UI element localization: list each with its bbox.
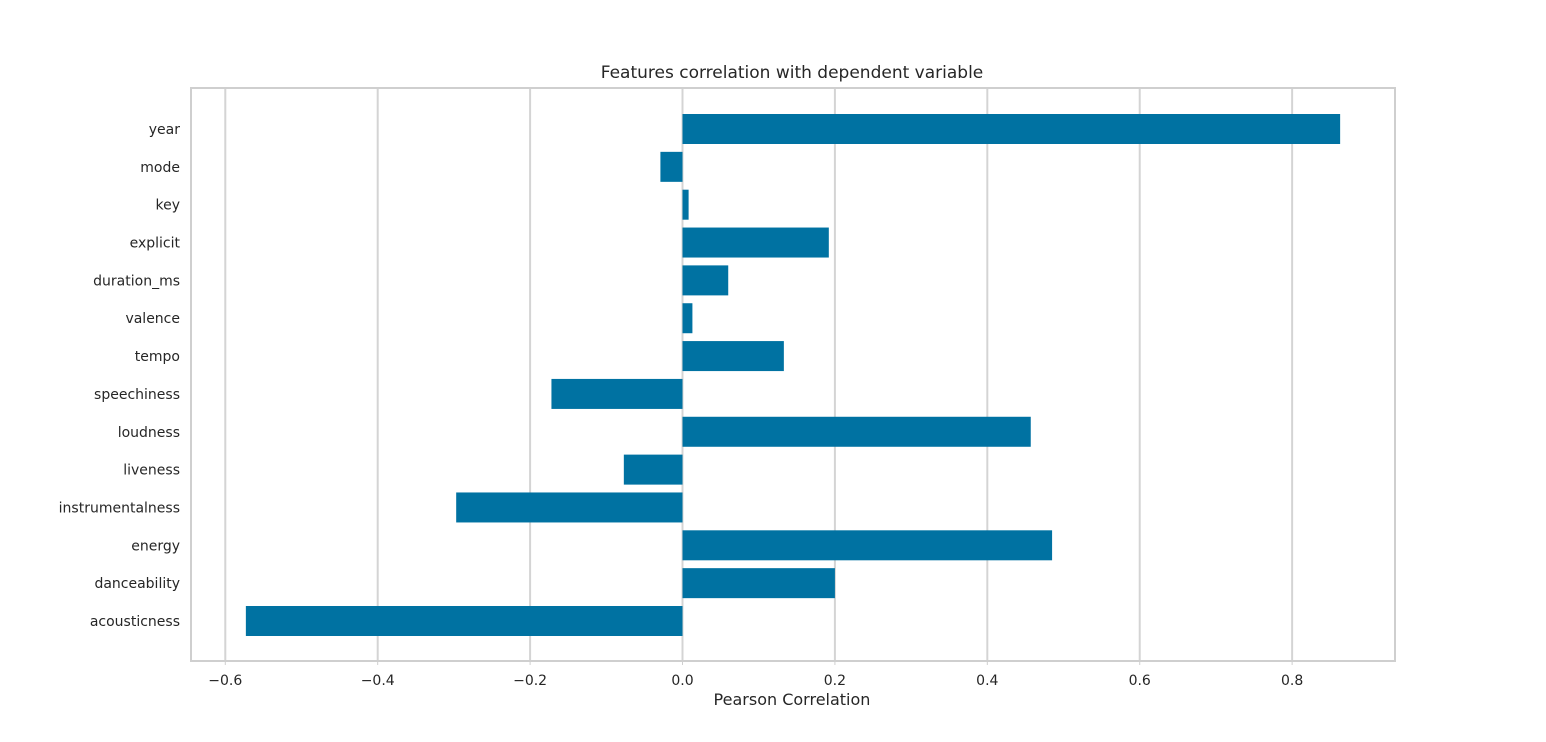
bar-tempo bbox=[682, 341, 784, 372]
y-tick-label: liveness bbox=[123, 463, 180, 479]
y-tick-label: acousticness bbox=[90, 614, 180, 630]
x-tick-label: −0.4 bbox=[361, 673, 395, 689]
x-axis-label: Pearson Correlation bbox=[714, 690, 871, 709]
x-tick-label: 0.2 bbox=[824, 673, 846, 689]
y-tick-label: tempo bbox=[135, 349, 180, 365]
x-tick-label: 0.0 bbox=[671, 673, 693, 689]
y-tick-label: speechiness bbox=[94, 387, 180, 403]
y-tick-label: key bbox=[155, 198, 180, 214]
bar-speechiness bbox=[551, 378, 683, 409]
y-tick-label: instrumentalness bbox=[59, 500, 180, 516]
y-tick-label: danceability bbox=[94, 576, 180, 592]
bar-liveness bbox=[623, 454, 683, 485]
y-tick-label: mode bbox=[140, 160, 180, 176]
bar-valence bbox=[682, 303, 693, 334]
y-tick-label: year bbox=[149, 122, 180, 138]
bar-key bbox=[682, 189, 689, 220]
y-tick-label: energy bbox=[131, 538, 180, 554]
bar-acousticness bbox=[245, 606, 683, 636]
bar-energy bbox=[682, 530, 1053, 561]
bar-duration-ms bbox=[682, 265, 729, 296]
y-tick-label: explicit bbox=[130, 236, 181, 252]
bar-layer bbox=[245, 114, 1341, 636]
y-tick-label: duration_ms bbox=[93, 273, 180, 289]
x-tick-label: 0.6 bbox=[1129, 673, 1151, 689]
x-tick-label: 0.8 bbox=[1281, 673, 1303, 689]
bar-mode bbox=[660, 151, 683, 182]
bar-instrumentalness bbox=[456, 492, 683, 523]
y-tick-label: valence bbox=[125, 311, 180, 327]
x-tick-label: −0.6 bbox=[208, 673, 242, 689]
y-axis: acousticness danceability energy instrument… bbox=[59, 122, 181, 630]
chart-title: Features correlation with dependent vari… bbox=[601, 63, 984, 83]
bar-danceability bbox=[682, 568, 835, 599]
x-tick-label: 0.4 bbox=[976, 673, 998, 689]
plot-frame bbox=[190, 87, 1396, 662]
y-tick-label: loudness bbox=[118, 425, 180, 441]
x-tick-label: −0.2 bbox=[513, 673, 547, 689]
bar-explicit bbox=[682, 227, 829, 258]
bar-loudness bbox=[682, 416, 1031, 447]
grid-layer bbox=[224, 88, 1294, 661]
bar-year bbox=[682, 114, 1341, 144]
x-axis: −0.6 −0.4 −0.2 0.0 0.2 0.4 0.6 0.8 bbox=[208, 661, 1303, 689]
